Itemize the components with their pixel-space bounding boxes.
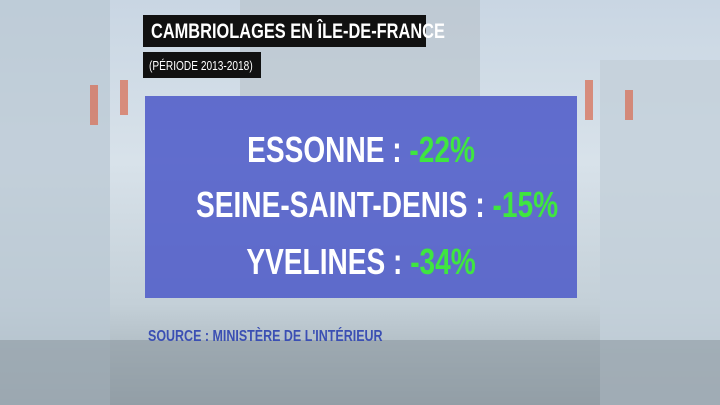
stat-label: ESSONNE : — [247, 129, 402, 170]
title: CAMBRIOLAGES EN ÎLE-DE-FRANCE — [151, 20, 445, 43]
source-box: SOURCE : MINISTÈRE DE L'INTÉRIEUR — [148, 328, 449, 346]
stat-label: SEINE-SAINT-DENIS : — [196, 184, 485, 225]
stat-row: ESSONNE : -22% — [145, 129, 577, 171]
stat-label: YVELINES : — [246, 241, 403, 282]
subtitle-box: (PÉRIODE 2013-2018) — [143, 52, 261, 78]
source: SOURCE : MINISTÈRE DE L'INTÉRIEUR — [148, 328, 383, 345]
subtitle: (PÉRIODE 2013-2018) — [149, 58, 253, 73]
stats-panel: ESSONNE : -22% SEINE-SAINT-DENIS : -15% … — [145, 96, 577, 298]
title-box: CAMBRIOLAGES EN ÎLE-DE-FRANCE — [143, 15, 445, 47]
stat-row: SEINE-SAINT-DENIS : -15% — [145, 184, 577, 226]
stat-value: -34% — [410, 241, 476, 282]
stat-value: -15% — [492, 184, 559, 225]
stat-value: -22% — [409, 129, 475, 170]
stat-row: YVELINES : -34% — [145, 241, 577, 283]
